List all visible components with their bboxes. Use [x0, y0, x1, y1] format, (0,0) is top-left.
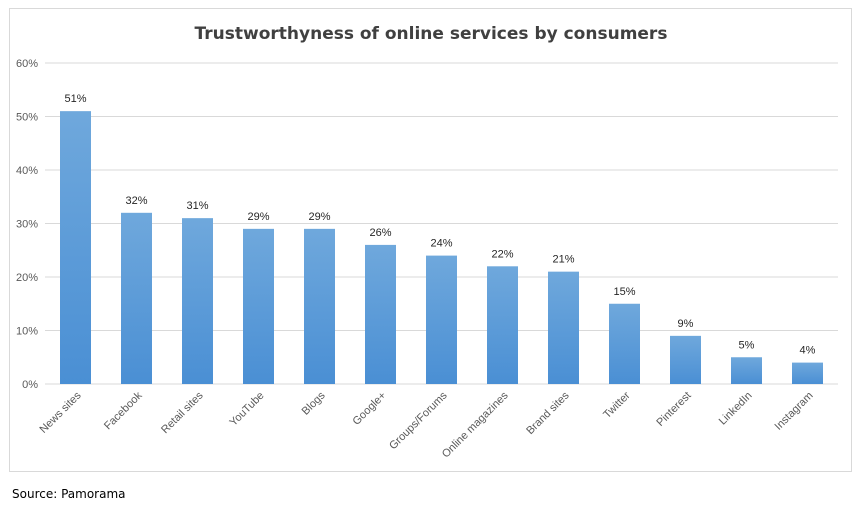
- x-tick-label: Facebook: [102, 389, 145, 432]
- x-tick-label: Pinterest: [654, 390, 693, 429]
- bar: [243, 228, 274, 384]
- x-tick-label: Instagram: [773, 390, 816, 433]
- bar: [792, 362, 823, 384]
- bar: [304, 228, 335, 384]
- y-tick-label: 10%: [16, 326, 38, 338]
- bar: [548, 271, 579, 384]
- data-label: 31%: [186, 200, 208, 212]
- x-tick-label: News sites: [38, 389, 84, 435]
- x-tick-label: Brand sites: [524, 389, 572, 437]
- x-tick-label: Blogs: [300, 389, 328, 417]
- data-label: 15%: [613, 286, 635, 298]
- data-label: 32%: [125, 195, 147, 207]
- data-label: 26%: [369, 227, 391, 239]
- data-label: 29%: [247, 211, 269, 223]
- x-tick-label: YouTube: [228, 390, 267, 429]
- data-label: 9%: [678, 318, 694, 330]
- bar: [365, 244, 396, 384]
- data-label: 22%: [491, 248, 513, 260]
- data-label: 51%: [64, 93, 86, 105]
- y-tick-label: 30%: [16, 219, 38, 231]
- bar: [487, 266, 518, 384]
- x-tick-label: Google+: [351, 390, 389, 428]
- x-tick-label: LinkedIn: [717, 390, 755, 428]
- data-label: 5%: [739, 339, 755, 351]
- data-label: 21%: [552, 254, 574, 266]
- bar: [121, 212, 152, 384]
- y-tick-label: 60%: [16, 58, 38, 70]
- x-tick-label: Groups/Forums: [387, 389, 450, 452]
- bar: [182, 218, 213, 384]
- y-tick-label: 50%: [16, 112, 38, 124]
- x-tick-label: Online magazines: [440, 389, 511, 460]
- data-labels: 51% 32% 31% 29% 29% 26% 24% 22% 21% 15% 9% 5% 4%: [64, 93, 815, 356]
- bar: [60, 111, 91, 385]
- data-label: 24%: [430, 238, 452, 250]
- bar: [670, 335, 701, 384]
- x-axis-ticks: News sites Facebook Retail sites YouTube Blo…: [38, 389, 816, 460]
- y-axis-ticks: 0% 10% 20% 30% 40% 50% 60%: [16, 58, 38, 391]
- x-tick-label: Twitter: [601, 389, 633, 421]
- y-tick-label: 0%: [22, 379, 38, 391]
- data-label: 4%: [800, 345, 816, 357]
- y-tick-label: 40%: [16, 165, 38, 177]
- chart-title: Trustworthyness of online services by co…: [194, 24, 668, 44]
- data-label: 29%: [308, 211, 330, 223]
- bars: [60, 111, 823, 385]
- bar: [731, 357, 762, 384]
- bar: [609, 303, 640, 384]
- bar: [426, 255, 457, 384]
- source-note: Source: Pamorama: [12, 487, 126, 501]
- x-tick-label: Retail sites: [159, 389, 206, 436]
- y-tick-label: 20%: [16, 272, 38, 284]
